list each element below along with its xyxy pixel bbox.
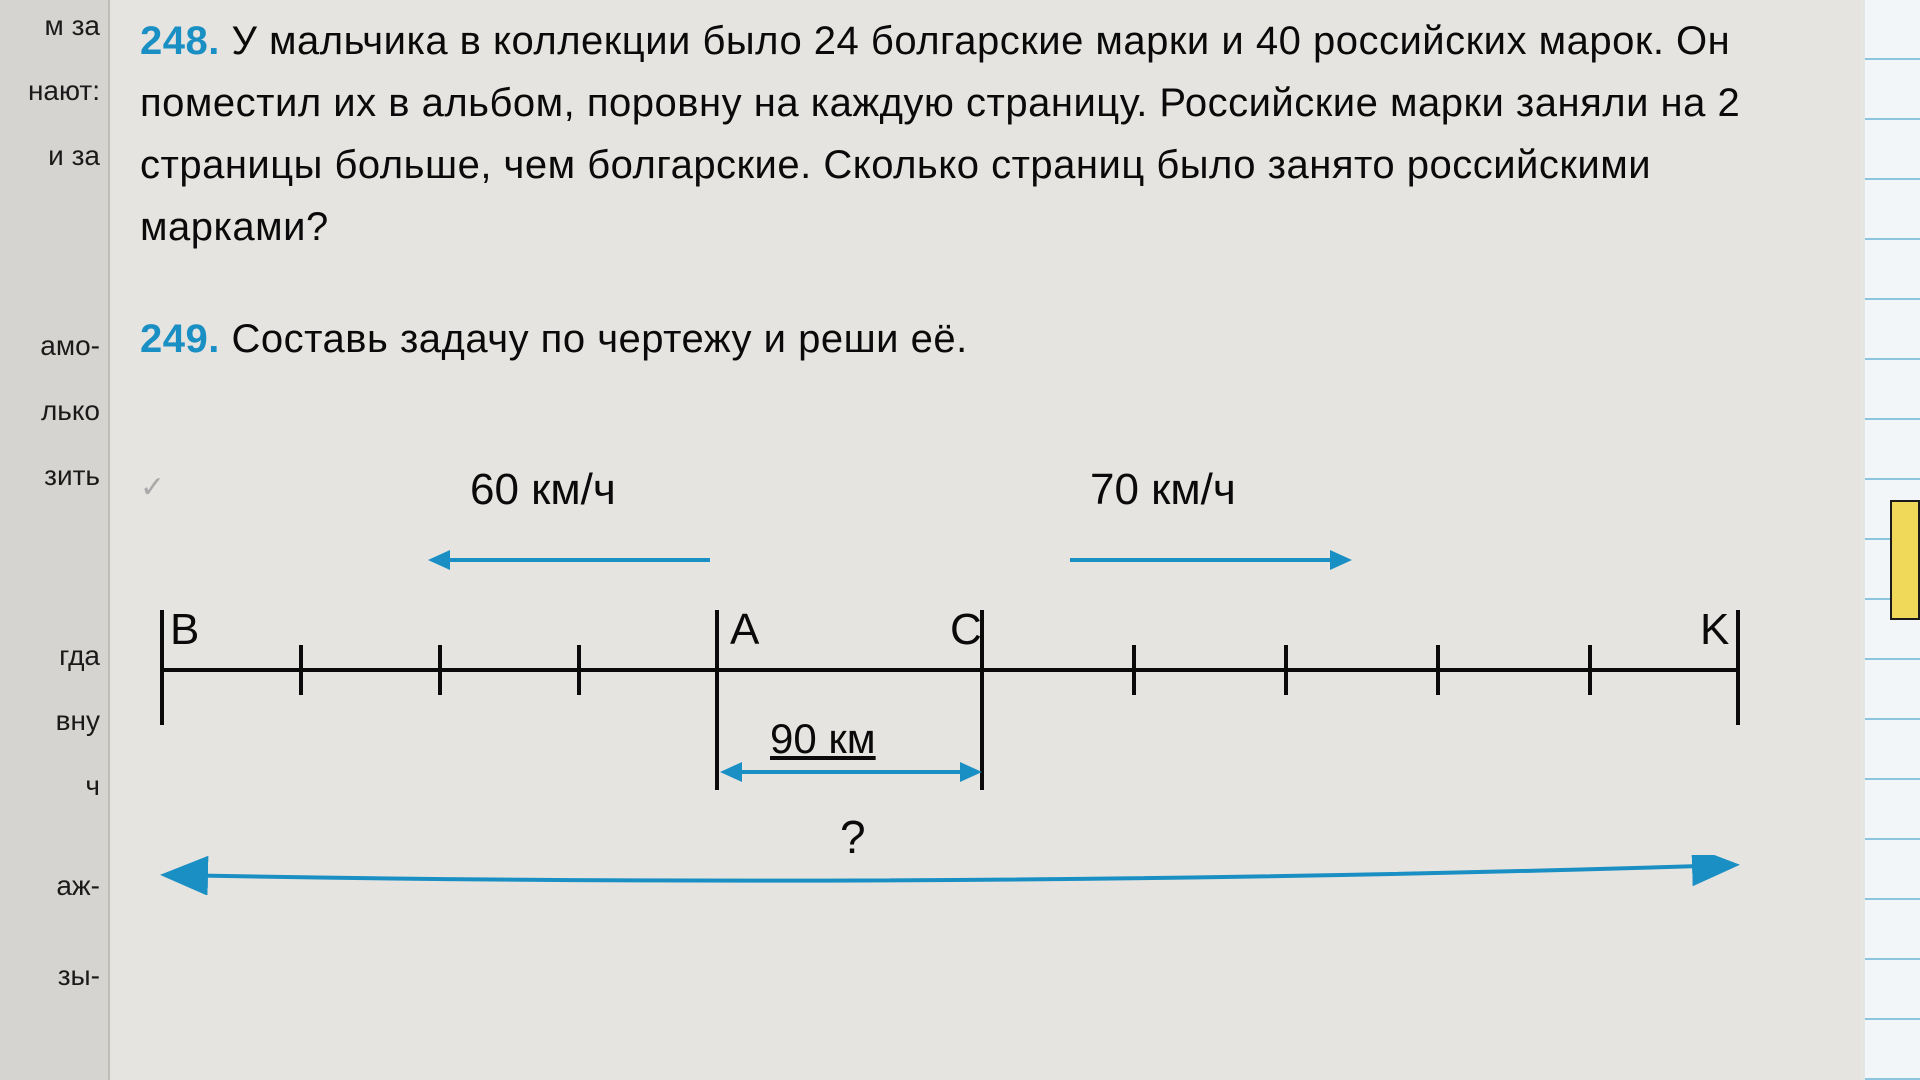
margin-text: гда — [59, 640, 100, 672]
tick-mark — [577, 645, 581, 695]
tick-mark — [1132, 645, 1136, 695]
margin-text: и за — [48, 140, 100, 172]
full-distance-arrow — [158, 855, 1742, 895]
margin-text: м за — [45, 10, 100, 42]
tick-mark — [299, 645, 303, 695]
margin-text: зить — [44, 460, 100, 492]
problem-249-body: 249. Составь задачу по чертежу и реши её… — [140, 308, 1820, 370]
tick-endpoint — [160, 610, 164, 725]
problem-248: 248. У мальчика в коллекции было 24 болг… — [140, 10, 1820, 258]
tick-mark — [1588, 645, 1592, 695]
problem-number: 248. — [140, 19, 220, 63]
arrow-left-icon — [428, 550, 450, 570]
motion-diagram: 60 км/ч 70 км/ч B A C K — [140, 410, 1740, 890]
arrow-line — [450, 558, 710, 562]
tick-endpoint — [1736, 610, 1740, 725]
margin-text: вну — [56, 705, 100, 737]
arrow-left-icon — [720, 762, 742, 782]
margin-text: нают: — [28, 75, 100, 107]
point-label-B: B — [170, 605, 199, 655]
margin-text: лько — [41, 395, 100, 427]
speed-label-1: 60 км/ч — [470, 465, 616, 515]
problem-text-content: У мальчика в коллекции было 24 болгарски… — [140, 19, 1740, 249]
distance-label-AC: 90 км — [770, 715, 876, 763]
yellow-block — [1890, 500, 1920, 620]
point-label-A: A — [730, 605, 759, 655]
number-line — [160, 668, 1740, 672]
speed-label-2: 70 км/ч — [1090, 465, 1236, 515]
tick-point-A — [715, 610, 719, 790]
textbook-page: 248. У мальчика в коллекции было 24 болг… — [110, 0, 1860, 1080]
problem-249: 249. Составь задачу по чертежу и реши её… — [140, 308, 1820, 890]
point-label-K: K — [1700, 605, 1729, 655]
point-label-C: C — [950, 605, 982, 655]
problem-text-content: Составь задачу по чертежу и реши её. — [231, 317, 967, 361]
margin-text: аж- — [56, 870, 100, 902]
tick-mark — [1436, 645, 1440, 695]
problem-number: 249. — [140, 317, 220, 361]
arrow-right-icon — [1330, 550, 1352, 570]
tick-mark — [438, 645, 442, 695]
arrow-line — [1070, 558, 1330, 562]
left-margin-column: м за нают: и за амо- лько зить гда вну ч… — [0, 0, 110, 1080]
arrow-line — [740, 770, 960, 774]
margin-text: амо- — [40, 330, 100, 362]
margin-text: зы- — [58, 960, 100, 992]
tick-mark — [1284, 645, 1288, 695]
arrow-right-icon — [960, 762, 982, 782]
right-page-edge — [1860, 0, 1920, 1080]
problem-248-body: 248. У мальчика в коллекции было 24 болг… — [140, 10, 1820, 258]
margin-text: ч — [85, 770, 100, 802]
